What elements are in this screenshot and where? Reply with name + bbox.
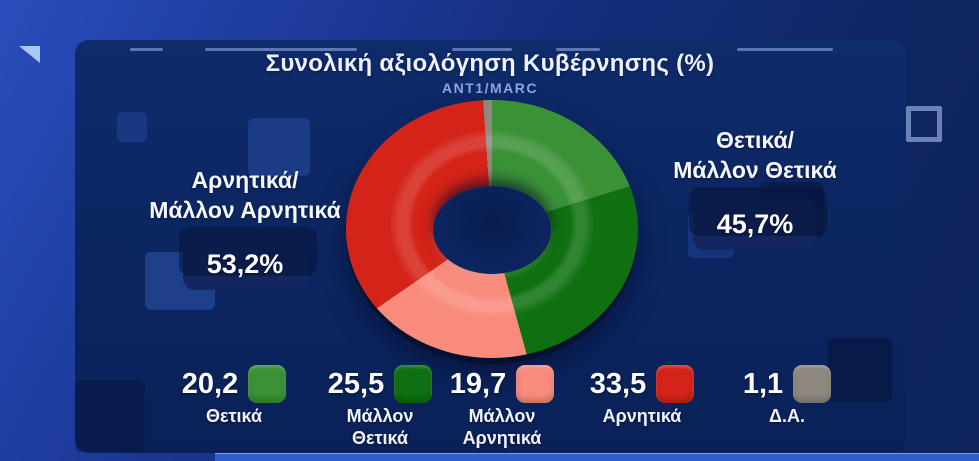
donut-hole xyxy=(433,186,551,274)
legend-color-swatch xyxy=(248,365,287,403)
legend-item-arnitika: 33,5 Αρνητικά xyxy=(572,365,712,428)
legend-color-swatch xyxy=(793,365,832,403)
negative-callout-line2: Μάλλον Αρνητικά xyxy=(149,196,341,223)
chart-title: Συνολική αξιολόγηση Κυβέρνησης (%) xyxy=(265,50,715,77)
background-square-decoration xyxy=(117,112,147,142)
background-square-decoration xyxy=(248,118,310,176)
chart-source: ANT1/MARC xyxy=(442,80,538,96)
positive-callout-line2: Μάλλον Θετικά xyxy=(673,156,837,183)
background-square-decoration xyxy=(75,380,145,452)
square-outline-decoration xyxy=(906,106,942,142)
corner-triangle-icon xyxy=(19,46,40,63)
top-line-decoration xyxy=(130,48,163,51)
legend-value: 1,1 xyxy=(742,367,784,400)
positive-total-badge: 45,7% xyxy=(688,186,827,250)
bottom-ticker-strip xyxy=(215,453,979,461)
legend-item-mallon-thetika: 25,5 Μάλλον Θετικά xyxy=(310,365,450,449)
legend-item-thetika: 20,2 Θετικά xyxy=(164,365,304,428)
donut-chart xyxy=(346,100,638,374)
legend-label: Αρνητικά xyxy=(602,406,682,426)
top-line-decoration xyxy=(205,48,357,51)
legend-label: Μάλλον xyxy=(468,406,536,426)
legend-item-da: 1,1 Δ.Α. xyxy=(717,365,857,428)
legend-label: Μάλλον xyxy=(346,406,414,426)
legend-label: Θετικά xyxy=(351,427,409,448)
negative-callout-line1: Αρνητικά/ xyxy=(191,167,299,193)
top-line-decoration xyxy=(556,48,600,51)
legend-label: Δ.Α. xyxy=(769,406,805,426)
legend-item-mallon-arnitika: 19,7 Μάλλον Αρνητικά xyxy=(432,365,572,449)
positive-callout-line1: Θετικά/ xyxy=(715,127,795,153)
legend-value: 19,7 xyxy=(449,367,507,400)
legend-label: Θετικά xyxy=(205,406,263,426)
negative-callout: Αρνητικά/ Μάλλον Αρνητικά 53,2% xyxy=(95,166,395,290)
legend-value: 25,5 xyxy=(327,367,385,400)
positive-callout: Θετικά/ Μάλλον Θετικά 45,7% xyxy=(620,126,890,250)
legend-label: Αρνητικά xyxy=(462,427,542,448)
legend-color-swatch xyxy=(394,365,433,403)
legend-color-swatch xyxy=(656,365,695,403)
top-line-decoration xyxy=(452,48,512,51)
legend-value: 20,2 xyxy=(181,367,239,400)
legend-color-swatch xyxy=(516,365,555,403)
background-square-decoration xyxy=(828,338,892,402)
chart-panel: Συνολική αξιολόγηση Κυβέρνησης (%) ANT1/… xyxy=(75,40,905,453)
legend-value: 33,5 xyxy=(589,367,647,400)
negative-total-badge: 53,2% xyxy=(178,226,317,290)
top-line-decoration xyxy=(737,48,833,51)
